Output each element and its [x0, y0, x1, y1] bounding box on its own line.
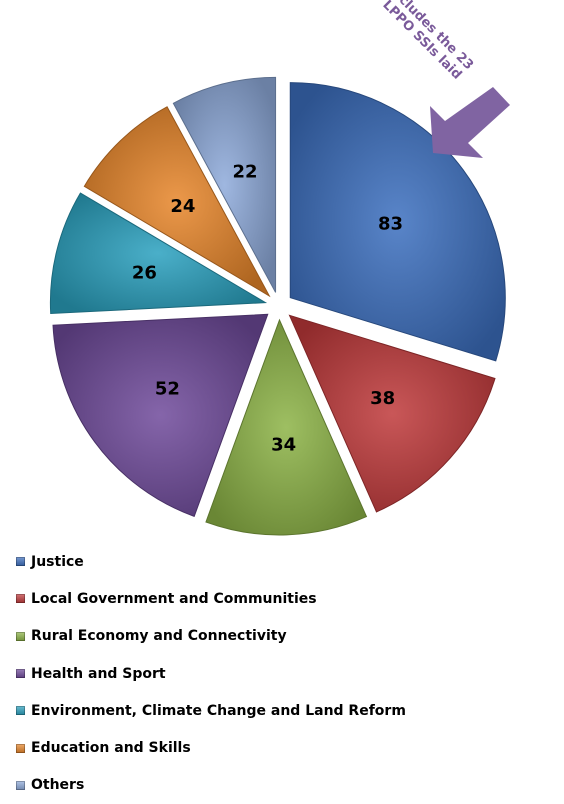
legend-item: Education and Skills — [16, 729, 406, 766]
legend-swatch — [16, 669, 25, 679]
slice-value-label: 52 — [155, 378, 180, 399]
pie-slice-others — [172, 76, 277, 293]
slice-value-label: 26 — [132, 263, 157, 284]
annotation-text: Includes the 23 LPPO SSIs laid — [375, 0, 479, 87]
pie-slice-local-government-and-communities — [288, 314, 496, 513]
pie-slice-health-and-sport — [52, 313, 269, 517]
legend-label: Health and Sport — [31, 665, 166, 682]
chart-legend: Justice Local Government and Communities R… — [16, 543, 406, 804]
pie-slice-education-and-skills — [83, 106, 271, 298]
pie-slice-rural-economy-and-connectivity — [205, 318, 368, 536]
legend-item: Rural Economy and Connectivity — [16, 618, 406, 655]
legend-swatch — [16, 631, 25, 641]
legend-item: Environment, Climate Change and Land Ref… — [16, 692, 406, 729]
annotation-arrow — [430, 87, 510, 158]
legend-swatch — [16, 706, 25, 716]
legend-item: Others — [16, 767, 406, 804]
legend-swatch — [16, 557, 25, 567]
legend-label: Rural Economy and Connectivity — [31, 628, 287, 645]
legend-label: Justice — [31, 553, 84, 570]
legend-label: Education and Skills — [31, 740, 191, 757]
legend-item: Local Government and Communities — [16, 580, 406, 617]
pie-slices — [49, 76, 506, 536]
slice-value-label: 22 — [232, 162, 257, 183]
slice-value-label: 34 — [271, 435, 296, 456]
legend-item: Justice — [16, 543, 406, 580]
pie-slice-justice — [289, 82, 506, 362]
pie-chart: 83 38 34 52 26 24 22 Includes the 23 LPPO SSIs… — [49, 0, 510, 536]
legend-swatch — [16, 780, 25, 790]
legend-label: Others — [31, 777, 85, 794]
pie-slice-environment-climate-change-and-land-reform — [49, 192, 268, 315]
pie-value-labels: 83 38 34 52 26 24 22 — [132, 162, 403, 456]
legend-item: Health and Sport — [16, 655, 406, 692]
slice-value-label: 83 — [378, 214, 403, 235]
slice-value-label: 38 — [370, 388, 395, 409]
slice-value-label: 24 — [170, 196, 195, 217]
legend-swatch — [16, 743, 25, 753]
legend-swatch — [16, 594, 25, 604]
legend-label: Environment, Climate Change and Land Ref… — [31, 702, 406, 719]
legend-label: Local Government and Communities — [31, 590, 317, 607]
